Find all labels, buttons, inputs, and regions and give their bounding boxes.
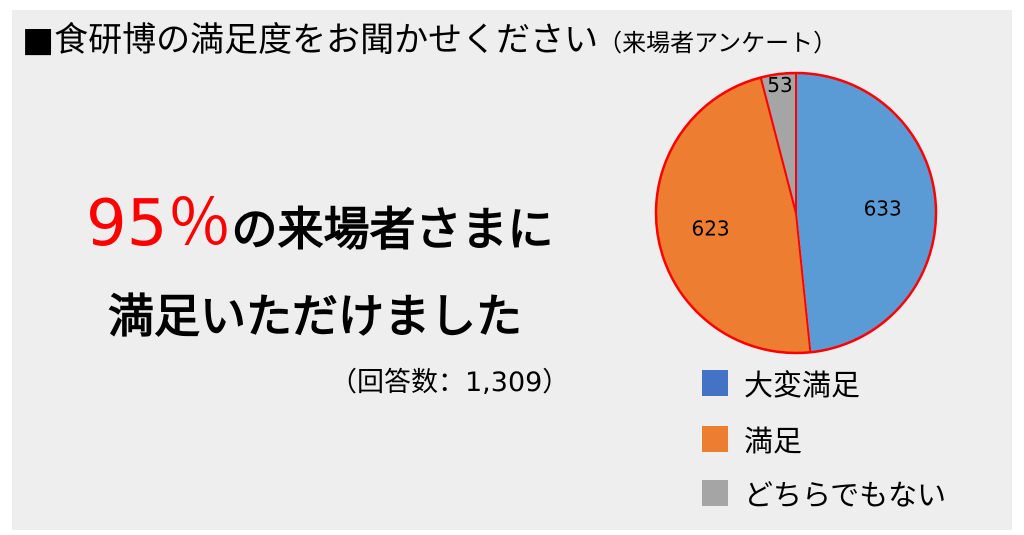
data-label-1: 623 <box>691 216 729 240</box>
satisfaction-percent: 95％ <box>86 187 232 261</box>
headline-line2: 満足いただけました <box>108 289 522 343</box>
title-sub: （来場者アンケート） <box>598 29 838 57</box>
legend-item: どちらでもない <box>702 478 946 512</box>
legend-item: 大変満足 <box>702 368 860 402</box>
legend-swatch <box>702 480 728 506</box>
data-label-2: 53 <box>767 73 792 97</box>
data-label-0: 633 <box>864 197 902 221</box>
legend-swatch <box>702 426 728 452</box>
response-count: （回答数：1,309） <box>330 367 570 398</box>
pie-chart: 633 623 53 <box>654 71 938 355</box>
page-title: ■食研博の満足度をお聞かせください（来場者アンケート） <box>22 12 837 61</box>
legend-label: 大変満足 <box>744 368 861 402</box>
title-main: ■食研博の満足度をお聞かせください <box>22 20 599 60</box>
pie-outline <box>654 71 938 355</box>
headline-text: の来場者さまに <box>231 202 554 256</box>
legend-item: 満足 <box>702 424 802 458</box>
headline-line1: 95％の来場者さまに <box>86 172 553 264</box>
legend-label: 満足 <box>744 424 803 458</box>
legend-swatch <box>702 370 728 396</box>
legend-label: どちらでもない <box>744 478 947 512</box>
